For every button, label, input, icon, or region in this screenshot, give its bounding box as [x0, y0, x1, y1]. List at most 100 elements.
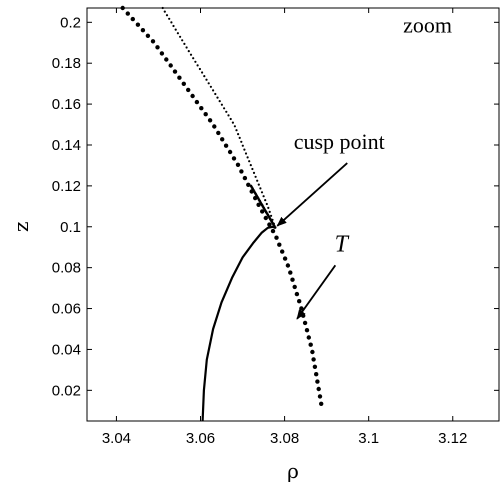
x-axis-label: ρ	[287, 459, 299, 483]
data-point	[159, 51, 165, 56]
data-point	[308, 342, 313, 347]
data-point	[285, 263, 291, 268]
data-point	[130, 16, 135, 22]
data-point	[196, 64, 199, 67]
data-point	[310, 349, 315, 355]
data-point	[227, 114, 230, 117]
data-point	[317, 394, 323, 399]
data-point	[187, 50, 190, 53]
data-point	[246, 156, 249, 159]
data-point	[256, 179, 259, 182]
y-tick-label: 0.18	[52, 55, 81, 72]
y-axis-label: z	[9, 221, 33, 232]
data-point	[244, 152, 248, 155]
plot-frame	[86, 7, 500, 422]
data-point	[267, 222, 272, 227]
data-point	[198, 67, 201, 71]
data-point	[194, 60, 197, 63]
y-tick-label: 0.06	[52, 301, 81, 318]
data-point	[164, 57, 169, 62]
data-point	[177, 75, 182, 80]
x-tick-label: 3.1	[358, 430, 379, 447]
data-point	[220, 137, 225, 142]
small-dotted-curve	[161, 6, 277, 229]
zoom-label: zoom	[403, 13, 452, 38]
data-point	[311, 357, 316, 362]
y-tick-label: 0.2	[60, 14, 81, 31]
data-point	[294, 291, 300, 297]
data-point	[207, 118, 213, 123]
y-tick-label: 0.16	[52, 96, 81, 113]
data-point	[212, 89, 215, 92]
data-point	[233, 125, 236, 128]
y-tick-label: 0.14	[52, 137, 81, 154]
data-point	[264, 199, 267, 202]
data-point	[179, 35, 182, 38]
plot-data	[120, 5, 324, 422]
data-point	[301, 313, 306, 318]
data-point	[241, 144, 244, 147]
data-point	[280, 249, 285, 254]
data-point	[316, 386, 321, 392]
data-point	[161, 6, 164, 10]
data-point	[246, 182, 251, 187]
data-point	[183, 42, 186, 46]
data-point	[192, 57, 195, 60]
data-point	[252, 171, 256, 174]
data-point	[237, 133, 240, 136]
data-point	[273, 226, 277, 229]
x-tick-label: 3.04	[102, 430, 131, 447]
axes: 3.04 3.06 3.08 3.1 3.12 0.02 0.04 0.06 0.08 0.1 0.…	[52, 7, 500, 447]
data-point	[150, 39, 156, 44]
data-point	[312, 364, 318, 369]
data-point	[203, 112, 208, 117]
data-point	[216, 130, 221, 136]
data-point	[223, 143, 229, 148]
data-point	[249, 164, 252, 167]
data-point	[190, 93, 195, 99]
y-tick-label: 0.1	[60, 219, 81, 236]
data-point	[168, 63, 173, 68]
large-dotted-curve	[120, 5, 324, 406]
cusp-point-label: cusp point	[294, 129, 385, 154]
data-point	[194, 99, 200, 105]
data-point	[270, 228, 276, 234]
data-point	[185, 46, 188, 49]
data-point	[231, 121, 234, 124]
data-point	[135, 22, 141, 27]
data-point	[218, 100, 221, 103]
data-point	[181, 81, 186, 87]
data-point	[277, 242, 282, 247]
data-point	[163, 10, 166, 13]
data-point	[120, 5, 125, 11]
data-point	[242, 175, 248, 181]
data-point	[274, 235, 279, 240]
data-point	[265, 202, 268, 206]
data-point	[251, 167, 254, 171]
data-point	[186, 87, 191, 93]
data-point	[240, 140, 243, 143]
data-point	[214, 92, 217, 96]
data-point	[262, 195, 265, 198]
data-point	[174, 28, 177, 31]
data-point	[302, 320, 308, 326]
data-point	[259, 187, 262, 190]
data-point	[243, 148, 246, 151]
data-point	[256, 202, 261, 207]
data-point	[288, 270, 293, 275]
x-tick-label: 3.08	[270, 430, 299, 447]
data-point	[257, 183, 260, 186]
data-point	[207, 82, 210, 85]
data-point	[209, 85, 212, 88]
data-point	[292, 284, 297, 290]
data-point	[319, 401, 324, 406]
y-tick-label: 0.02	[52, 382, 81, 399]
data-point	[125, 11, 130, 16]
data-point	[172, 69, 178, 74]
y-tick-label: 0.12	[52, 178, 81, 195]
annotations: zoom cusp point T	[276, 13, 452, 320]
data-point	[306, 335, 311, 340]
data-point	[220, 103, 223, 106]
data-point	[270, 214, 273, 217]
